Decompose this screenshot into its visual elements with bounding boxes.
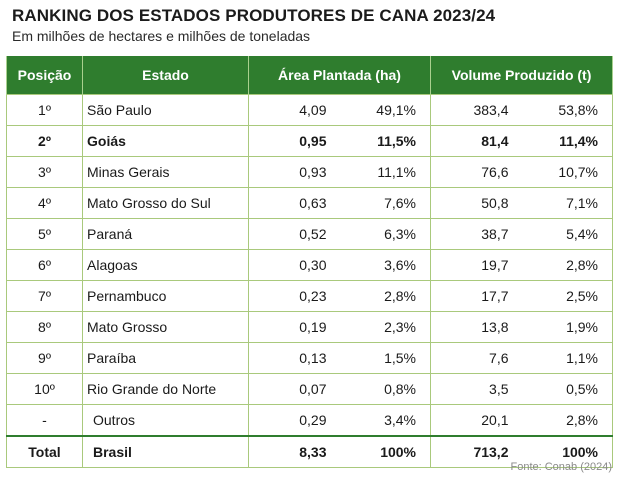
cell-area-pct: 49,1% (340, 94, 431, 126)
cell-volume: 383,4 (430, 94, 523, 126)
cell-volume: 7,6 (430, 342, 523, 374)
cell-posicao: 5º (6, 218, 83, 250)
page-subtitle: Em milhões de hectares e milhões de tone… (12, 28, 311, 44)
cell-volume-pct: 53,8% (522, 94, 614, 126)
cell-volume: 76,6 (430, 156, 523, 188)
table-row: 3º Minas Gerais 0,93 11,1% 76,6 10,7% (6, 156, 614, 188)
cell-volume-pct: 11,4% (522, 125, 614, 157)
cell-area-pct: 3,6% (340, 249, 431, 281)
cell-posicao: 4º (6, 187, 83, 219)
cell-area: 0,52 (248, 218, 341, 250)
cell-volume-pct: 1,1% (522, 342, 614, 374)
ranking-table: Posição Estado Área Plantada (ha) Volume… (6, 56, 614, 468)
cell-posicao: - (6, 404, 83, 437)
cell-volume-pct: 0,5% (522, 373, 614, 405)
cell-estado: Mato Grosso do Sul (82, 187, 249, 219)
cell-area: 0,95 (248, 125, 341, 157)
cell-estado: Paraná (82, 218, 249, 250)
cell-volume-pct: 5,4% (522, 218, 614, 250)
cell-area-pct: 7,6% (340, 187, 431, 219)
cell-volume: 38,7 (430, 218, 523, 250)
cell-estado: Brasil (82, 435, 249, 468)
cell-area-pct: 11,1% (340, 156, 431, 188)
cell-posicao: 8º (6, 311, 83, 343)
cell-volume: 81,4 (430, 125, 523, 157)
cell-posicao: 2º (6, 125, 83, 157)
header-estado: Estado (82, 56, 249, 95)
header-area: Área Plantada (ha) (248, 56, 431, 95)
cell-volume-pct: 10,7% (522, 156, 614, 188)
table-row: 6º Alagoas 0,30 3,6% 19,7 2,8% (6, 249, 614, 281)
cell-area-pct: 0,8% (340, 373, 431, 405)
header-volume: Volume Produzido (t) (429, 56, 614, 95)
cell-area-pct: 6,3% (340, 218, 431, 250)
cell-volume: 13,8 (430, 311, 523, 343)
table-row: 7º Pernambuco 0,23 2,8% 17,7 2,5% (6, 280, 614, 312)
cell-volume-pct: 1,9% (522, 311, 614, 343)
cell-volume: 17,7 (430, 280, 523, 312)
cell-posicao: 6º (6, 249, 83, 281)
cell-volume-pct: 2,8% (522, 249, 614, 281)
cell-volume-pct: 2,8% (522, 404, 614, 437)
cell-volume: 50,8 (430, 187, 523, 219)
cell-area: 0,30 (248, 249, 341, 281)
cell-area: 0,93 (248, 156, 341, 188)
cell-area-pct: 100% (340, 435, 431, 468)
cell-area: 0,29 (248, 404, 341, 437)
table-row: - Outros 0,29 3,4% 20,1 2,8% (6, 404, 614, 437)
cell-area: 8,33 (248, 435, 341, 468)
cell-area: 0,63 (248, 187, 341, 219)
cell-area: 0,23 (248, 280, 341, 312)
cell-volume: 19,7 (430, 249, 523, 281)
cell-volume: 713,2 (430, 435, 523, 468)
table-row: 5º Paraná 0,52 6,3% 38,7 5,4% (6, 218, 614, 250)
cell-estado: São Paulo (82, 94, 249, 126)
cell-area-pct: 11,5% (340, 125, 431, 157)
table-row: 8º Mato Grosso 0,19 2,3% 13,8 1,9% (6, 311, 614, 343)
cell-estado: Rio Grande do Norte (82, 373, 249, 405)
cell-estado: Outros (82, 404, 249, 437)
cell-posicao: 10º (6, 373, 83, 405)
cell-area: 0,19 (248, 311, 341, 343)
table-body: 1º São Paulo 4,09 49,1% 383,4 53,8% 2º Goiás 0,9… (6, 94, 614, 468)
cell-posicao: 7º (6, 280, 83, 312)
cell-area-pct: 3,4% (340, 404, 431, 437)
cell-volume-pct: 100% (522, 435, 614, 468)
cell-area: 0,13 (248, 342, 341, 374)
cell-volume-pct: 7,1% (522, 187, 614, 219)
cell-area: 4,09 (248, 94, 341, 126)
table-row: 4º Mato Grosso do Sul 0,63 7,6% 50,8 7,1% (6, 187, 614, 219)
page-title: RANKING DOS ESTADOS PRODUTORES DE CANA 2… (12, 6, 496, 25)
source-note: Fonte: Conab (2024) (510, 461, 612, 473)
cell-area-pct: 2,3% (340, 311, 431, 343)
cell-volume: 20,1 (430, 404, 523, 437)
total-row: Total Brasil 8,33 100% 713,2 100% (6, 435, 614, 468)
cell-volume-pct: 2,5% (522, 280, 614, 312)
cell-area: 0,07 (248, 373, 341, 405)
header-posicao: Posição (6, 56, 83, 95)
cell-posicao: 1º (6, 94, 83, 126)
cell-estado: Mato Grosso (82, 311, 249, 343)
cell-area-pct: 2,8% (340, 280, 431, 312)
table-header: Posição Estado Área Plantada (ha) Volume… (6, 56, 614, 95)
cell-area-pct: 1,5% (340, 342, 431, 374)
cell-estado: Goiás (82, 125, 249, 157)
table-row: 10º Rio Grande do Norte 0,07 0,8% 3,5 0,5% (6, 373, 614, 405)
cell-estado: Pernambuco (82, 280, 249, 312)
table-row: 9º Paraíba 0,13 1,5% 7,6 1,1% (6, 342, 614, 374)
table-row: 1º São Paulo 4,09 49,1% 383,4 53,8% (6, 94, 614, 126)
table-row: 2º Goiás 0,95 11,5% 81,4 11,4% (6, 125, 614, 157)
cell-posicao: 9º (6, 342, 83, 374)
cell-estado: Paraíba (82, 342, 249, 374)
cell-posicao: 3º (6, 156, 83, 188)
cell-volume: 3,5 (430, 373, 523, 405)
cell-posicao: Total (6, 435, 83, 468)
cell-estado: Alagoas (82, 249, 249, 281)
cell-estado: Minas Gerais (82, 156, 249, 188)
